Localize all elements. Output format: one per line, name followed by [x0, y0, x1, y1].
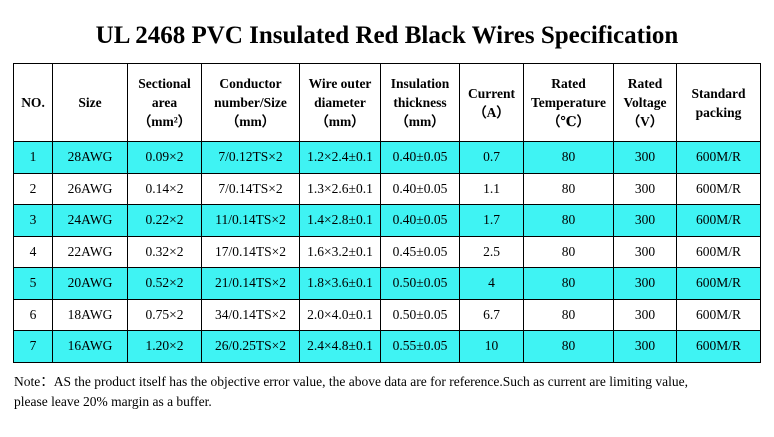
cell-packing: 600M/R	[676, 267, 761, 300]
cell-packing: 600M/R	[676, 141, 761, 174]
header-packing: Standard packing	[676, 63, 761, 142]
cell-voltage: 300	[613, 141, 677, 174]
cell-current: 4	[459, 267, 524, 300]
cell-size: 20AWG	[52, 267, 128, 300]
cell-outer-diameter: 2.4×4.8±0.1	[299, 330, 381, 363]
cell-conductor: 11/0.14TS×2	[201, 204, 300, 237]
cell-current: 10	[459, 330, 524, 363]
note-line-1: Note：AS the product itself has the objec…	[14, 374, 688, 389]
table-row: 1 28AWG 0.09×2 7/0.12TS×2 1.2×2.4±0.1 0.…	[13, 141, 761, 174]
cell-current: 2.5	[459, 235, 524, 268]
cell-size: 26AWG	[52, 172, 128, 205]
header-outer-diameter: Wire outer diameter （mm）	[299, 63, 381, 142]
cell-no: 7	[13, 330, 53, 363]
cell-insulation: 0.40±0.05	[380, 141, 460, 174]
table-row: 6 18AWG 0.75×2 34/0.14TS×2 2.0×4.0±0.1 0…	[13, 298, 761, 331]
header-temperature: Rated Temperature （℃）	[523, 63, 614, 142]
specification-table: NO. Size Sectional area （mm²） Conductor num…	[13, 63, 761, 363]
cell-outer-diameter: 1.4×2.8±0.1	[299, 204, 381, 237]
cell-packing: 600M/R	[676, 298, 761, 331]
cell-conductor: 17/0.14TS×2	[201, 235, 300, 268]
cell-voltage: 300	[613, 298, 677, 331]
cell-sectional-area: 0.32×2	[127, 235, 202, 268]
cell-insulation: 0.40±0.05	[380, 204, 460, 237]
cell-sectional-area: 0.52×2	[127, 267, 202, 300]
cell-insulation: 0.40±0.05	[380, 172, 460, 205]
cell-insulation: 0.50±0.05	[380, 267, 460, 300]
page-title: UL 2468 PVC Insulated Red Black Wires Sp…	[95, 22, 679, 49]
table-row: 7 16AWG 1.20×2 26/0.25TS×2 2.4×4.8±0.1 0…	[13, 330, 761, 363]
cell-current: 6.7	[459, 298, 524, 331]
reference-note: Note：AS the product itself has the objec…	[14, 372, 764, 412]
cell-insulation: 0.45±0.05	[380, 235, 460, 268]
cell-no: 4	[13, 235, 53, 268]
cell-no: 6	[13, 298, 53, 331]
cell-size: 28AWG	[52, 141, 128, 174]
cell-packing: 600M/R	[676, 172, 761, 205]
header-insulation: Insulation thickness （mm）	[380, 63, 460, 142]
header-current: Current （A）	[459, 63, 524, 142]
cell-no: 2	[13, 172, 53, 205]
cell-conductor: 7/0.12TS×2	[201, 141, 300, 174]
header-sectional-area: Sectional area （mm²）	[127, 63, 202, 142]
cell-current: 0.7	[459, 141, 524, 174]
cell-current: 1.7	[459, 204, 524, 237]
cell-no: 3	[13, 204, 53, 237]
cell-size: 22AWG	[52, 235, 128, 268]
cell-outer-diameter: 2.0×4.0±0.1	[299, 298, 381, 331]
cell-temperature: 80	[523, 267, 614, 300]
cell-temperature: 80	[523, 298, 614, 331]
cell-outer-diameter: 1.8×3.6±0.1	[299, 267, 381, 300]
header-size: Size	[52, 63, 128, 142]
cell-sectional-area: 0.22×2	[127, 204, 202, 237]
cell-outer-diameter: 1.2×2.4±0.1	[299, 141, 381, 174]
cell-temperature: 80	[523, 204, 614, 237]
cell-conductor: 21/0.14TS×2	[201, 267, 300, 300]
cell-sectional-area: 0.75×2	[127, 298, 202, 331]
header-row: NO. Size Sectional area （mm²） Conductor num…	[13, 63, 761, 142]
cell-conductor: 26/0.25TS×2	[201, 330, 300, 363]
cell-temperature: 80	[523, 141, 614, 174]
cell-voltage: 300	[613, 204, 677, 237]
cell-size: 18AWG	[52, 298, 128, 331]
cell-no: 5	[13, 267, 53, 300]
cell-conductor: 7/0.14TS×2	[201, 172, 300, 205]
header-conductor: Conductor number/Size （mm）	[201, 63, 300, 142]
cell-size: 24AWG	[52, 204, 128, 237]
cell-current: 1.1	[459, 172, 524, 205]
cell-sectional-area: 1.20×2	[127, 330, 202, 363]
cell-sectional-area: 0.09×2	[127, 141, 202, 174]
cell-packing: 600M/R	[676, 330, 761, 363]
table-row: 5 20AWG 0.52×2 21/0.14TS×2 1.8×3.6±0.1 0…	[13, 267, 761, 300]
cell-insulation: 0.55±0.05	[380, 330, 460, 363]
cell-size: 16AWG	[52, 330, 128, 363]
cell-temperature: 80	[523, 172, 614, 205]
cell-voltage: 300	[613, 330, 677, 363]
cell-conductor: 34/0.14TS×2	[201, 298, 300, 331]
cell-no: 1	[13, 141, 53, 174]
header-no: NO.	[13, 63, 53, 142]
cell-insulation: 0.50±0.05	[380, 298, 460, 331]
table-row: 4 22AWG 0.32×2 17/0.14TS×2 1.6×3.2±0.1 0…	[13, 235, 761, 268]
cell-packing: 600M/R	[676, 204, 761, 237]
cell-voltage: 300	[613, 267, 677, 300]
cell-temperature: 80	[523, 330, 614, 363]
table-row: 3 24AWG 0.22×2 11/0.14TS×2 1.4×2.8±0.1 0…	[13, 204, 761, 237]
header-voltage: Rated Voltage （V）	[613, 63, 677, 142]
cell-sectional-area: 0.14×2	[127, 172, 202, 205]
cell-voltage: 300	[613, 172, 677, 205]
cell-outer-diameter: 1.3×2.6±0.1	[299, 172, 381, 205]
cell-temperature: 80	[523, 235, 614, 268]
table-row: 2 26AWG 0.14×2 7/0.14TS×2 1.3×2.6±0.1 0.…	[13, 172, 761, 205]
cell-voltage: 300	[613, 235, 677, 268]
note-line-2: please leave 20% margin as a buffer.	[14, 394, 212, 409]
cell-packing: 600M/R	[676, 235, 761, 268]
cell-outer-diameter: 1.6×3.2±0.1	[299, 235, 381, 268]
